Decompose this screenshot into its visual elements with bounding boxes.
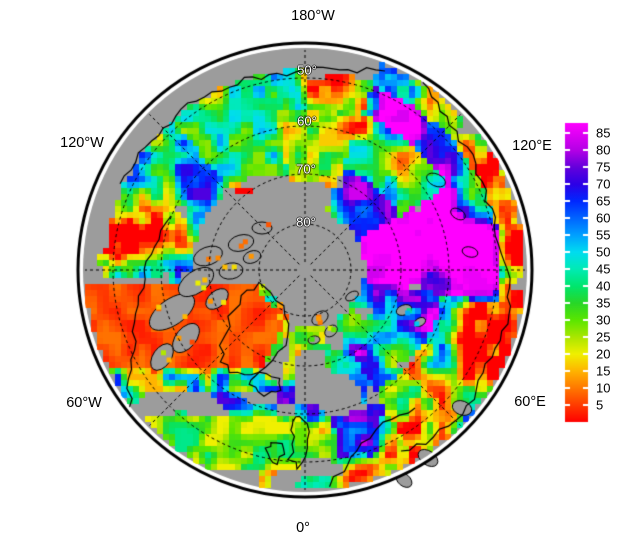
colorbar <box>565 123 588 422</box>
